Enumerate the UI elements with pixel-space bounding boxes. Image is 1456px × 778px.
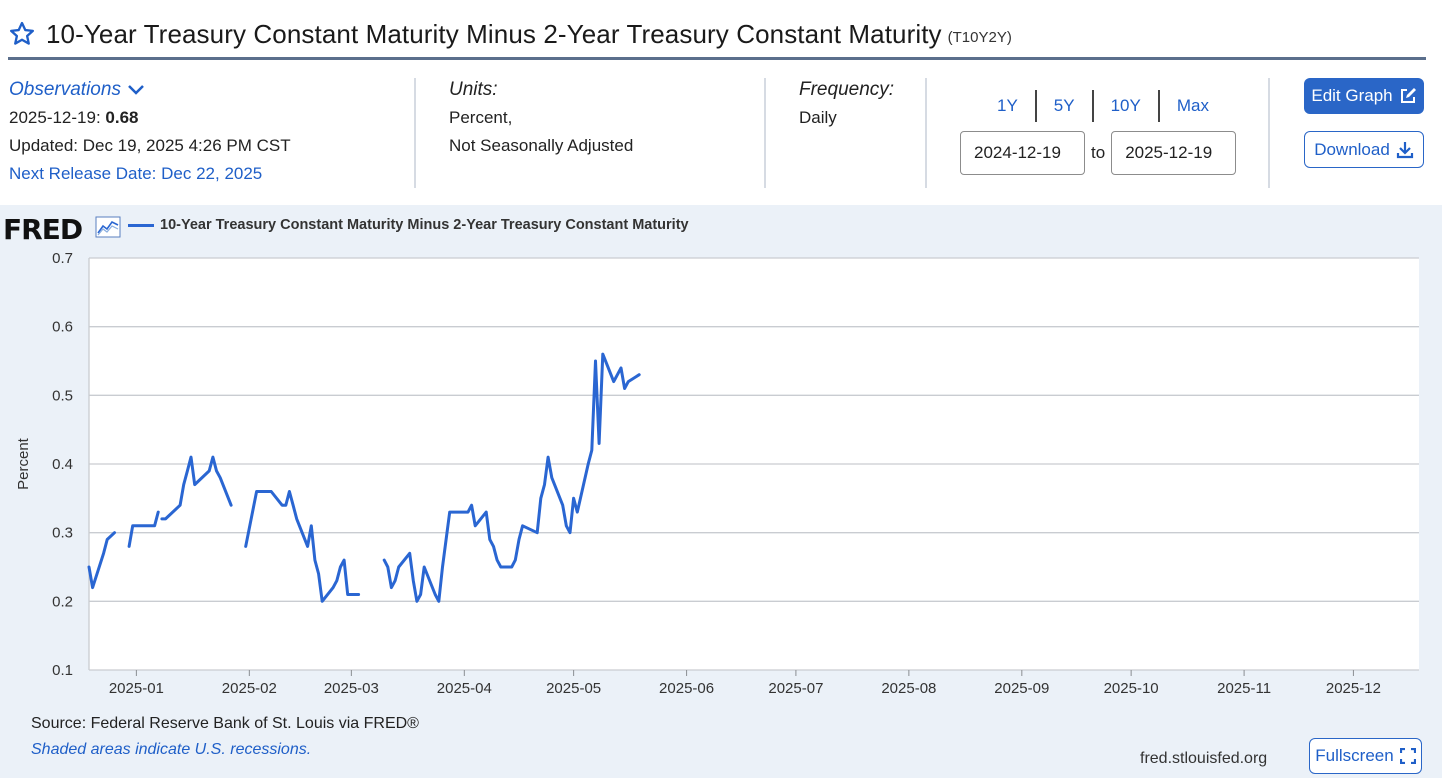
divider [764, 78, 766, 188]
x-tick-label: 2025-04 [437, 680, 492, 697]
series-line-segment [382, 352, 641, 603]
x-tick-label: 2025-03 [324, 680, 379, 697]
source-note: Source: Federal Reserve Bank of St. Loui… [31, 715, 419, 732]
legend-swatch [128, 223, 154, 227]
range-separator [1034, 90, 1037, 122]
range-separator [1091, 90, 1094, 122]
y-tick-label: 0.6 [52, 319, 73, 336]
range-10y-button[interactable]: 10Y [1110, 96, 1141, 115]
x-tick-label: 2025-08 [881, 680, 936, 697]
fullscreen-icon [1399, 748, 1416, 764]
units-line2: Not Seasonally Adjusted [449, 136, 634, 155]
edit-graph-label: Edit Graph [1311, 86, 1393, 105]
star-icon[interactable] [8, 20, 36, 48]
download-button[interactable]: Download [1304, 131, 1424, 168]
x-tick-label: 2025-01 [109, 680, 164, 697]
fullscreen-label: Fullscreen [1315, 746, 1394, 765]
end-date-input[interactable]: 2025-12-19 [1111, 131, 1237, 175]
latest-observation: 2025-12-19: 0.68 [9, 104, 291, 132]
y-tick-label: 0.5 [52, 387, 73, 404]
fullscreen-button[interactable]: Fullscreen [1309, 738, 1422, 774]
x-tick-label: 2025-09 [994, 680, 1049, 697]
x-tick-label: 2025-12 [1326, 680, 1381, 697]
page-title: 10-Year Treasury Constant Maturity Minus… [46, 18, 942, 49]
divider [925, 78, 927, 188]
units-block: Units: Percent, Not Seasonally Adjusted [449, 76, 633, 160]
divider [414, 78, 416, 188]
trend-chart-icon [95, 216, 121, 238]
start-date-input[interactable]: 2024-12-19 [960, 131, 1085, 175]
range-selector: 1Y 5Y 10Y Max [980, 90, 1226, 122]
chevron-down-icon [128, 85, 144, 95]
range-5y-button[interactable]: 5Y [1053, 96, 1075, 115]
x-tick-label: 2025-02 [222, 680, 277, 697]
y-axis-label: Percent [15, 437, 32, 490]
frequency-label: Frequency: [799, 79, 895, 100]
y-tick-label: 0.7 [52, 250, 73, 267]
series-line-segment [160, 455, 233, 521]
updated-text: Updated: Dec 19, 2025 4:26 PM CST [9, 136, 291, 155]
divider [1268, 78, 1270, 188]
x-tick-label: 2025-06 [659, 680, 714, 697]
frequency-block: Frequency: Daily [799, 76, 894, 132]
y-tick-label: 0.2 [52, 593, 73, 610]
range-max-button[interactable]: Max [1176, 96, 1209, 115]
edit-graph-button[interactable]: Edit Graph [1304, 78, 1424, 114]
fred-logo: FRED [3, 213, 83, 246]
download-label: Download [1314, 139, 1390, 159]
line-chart[interactable]: 0.1 0.2 0.3 0.4 0.5 0.6 0.7 2025-01 2025-02 2025-… [0, 235, 1442, 715]
x-tick-label: 2025-07 [768, 680, 823, 697]
series-line-segment [244, 490, 361, 603]
x-tick-label: 2025-10 [1104, 680, 1159, 697]
graph-panel: FRED 10-Year Treasury Constant Maturity … [0, 205, 1442, 778]
series-line-segment [127, 510, 160, 548]
observations-label: Observations [9, 79, 121, 100]
series-id: (T10Y2Y) [947, 28, 1012, 46]
y-tick-label: 0.4 [52, 456, 73, 473]
download-icon [1396, 141, 1413, 158]
edit-icon [1400, 88, 1416, 103]
series-line-segment [87, 531, 116, 590]
x-tick-label: 2025-05 [546, 680, 601, 697]
date-range: 2024-12-19 to 2025-12-19 [960, 131, 1237, 175]
frequency-value: Daily [799, 108, 837, 127]
observation-value: 0.68 [105, 108, 139, 127]
recession-note: Shaded areas indicate U.S. recessions. [31, 741, 312, 758]
series-metadata: Observations 2025-12-19: 0.68 Updated: D… [0, 70, 1456, 195]
observations-dropdown[interactable]: Observations [9, 76, 291, 104]
series-title-row: 10-Year Treasury Constant Maturity Minus… [8, 14, 1426, 54]
date-range-to: to [1091, 143, 1106, 162]
observation-date: 2025-12-19: [9, 108, 101, 127]
x-tick-label: 2025-11 [1217, 680, 1271, 697]
legend-label: 10-Year Treasury Constant Maturity Minus… [160, 217, 689, 233]
observations-block: Observations 2025-12-19: 0.68 Updated: D… [9, 76, 291, 188]
range-separator [1157, 90, 1160, 122]
y-tick-label: 0.3 [52, 525, 73, 542]
fred-url: fred.stlouisfed.org [1140, 750, 1268, 767]
next-release-link[interactable]: Next Release Date: Dec 22, 2025 [9, 164, 263, 183]
range-1y-button[interactable]: 1Y [997, 96, 1018, 115]
y-tick-label: 0.1 [52, 662, 73, 679]
chart-legend: 10-Year Treasury Constant Maturity Minus… [128, 217, 689, 233]
units-label: Units: [449, 79, 498, 100]
title-divider [8, 57, 1426, 60]
units-line1: Percent, [449, 108, 513, 127]
